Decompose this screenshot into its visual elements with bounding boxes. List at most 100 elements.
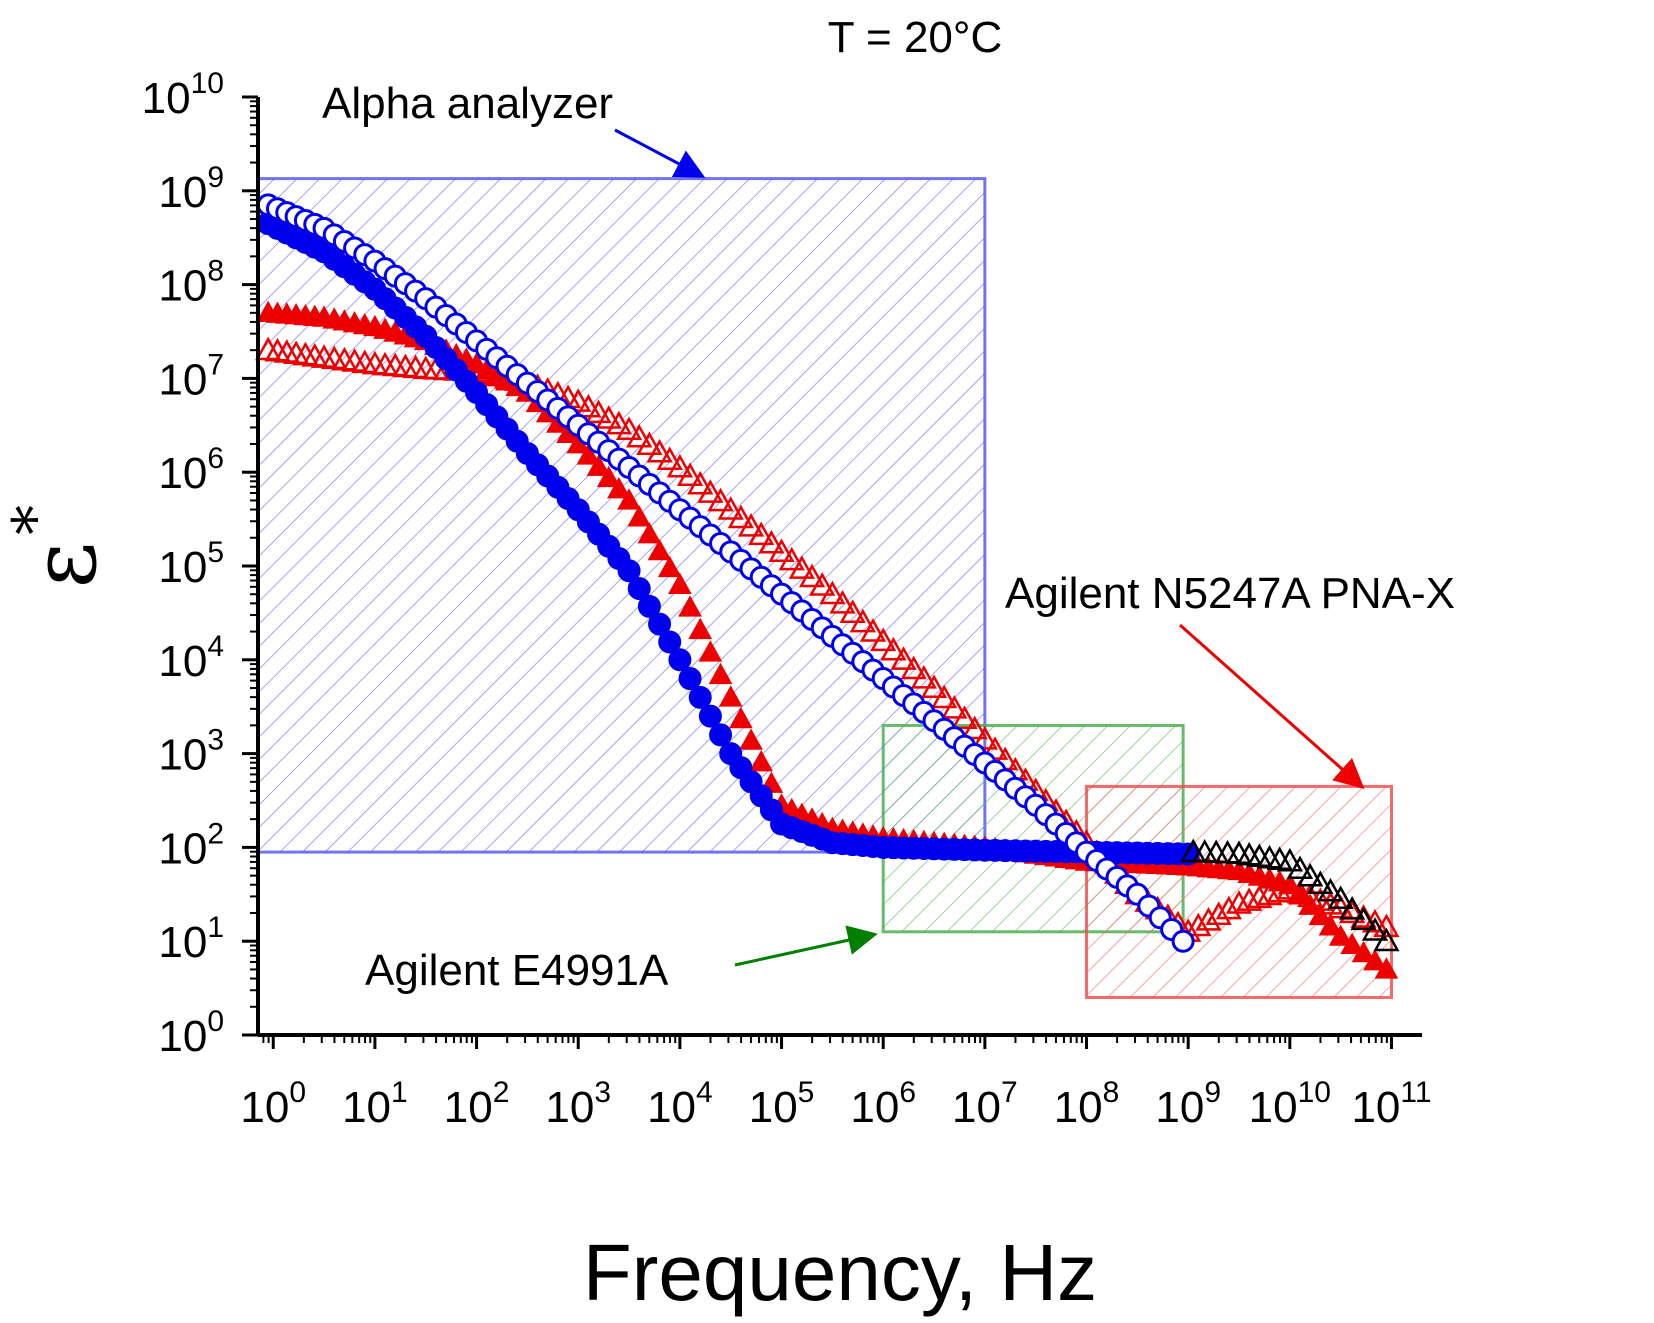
data-point [637,522,662,544]
data-point [688,617,713,640]
data-point [707,487,734,512]
data-point [951,705,978,729]
data-point [627,505,652,527]
data-point [819,580,846,605]
series-black-open-triangles [1180,838,1400,952]
series-blue-filled-circles [256,212,1200,866]
data-point [1327,885,1354,910]
data-point [849,608,876,633]
data-point [626,423,653,448]
y-tick-label: 107 [158,348,224,404]
data-point [788,555,816,579]
annotation-alpha-analyzer: Alpha analyzer [322,79,613,128]
data-point [709,723,733,747]
data-point [657,555,682,578]
tick-labels: 100 101 102 103 104 105 106 107 108 109 1010 1011 10… [142,67,1432,1132]
data-point [637,594,661,618]
data-point [1317,877,1344,902]
data-point [1374,957,1399,979]
data-point [1328,924,1353,946]
data-point [778,546,805,571]
data-point [920,674,948,698]
data-point [749,750,774,772]
data-point [676,462,704,487]
data-point [1205,901,1232,925]
x-tick-label: 103 [545,1076,611,1132]
data-point [1373,913,1400,938]
data-point [666,453,694,478]
y-tick-label: 109 [158,161,224,217]
data-point [636,431,663,456]
data-point [1373,927,1400,952]
y-axis-label-symbol: ε [12,542,117,589]
axes [242,95,1422,1049]
y-tick-label: 101 [158,911,224,967]
data-point [1256,881,1283,906]
data-point [1363,949,1387,971]
data-point [596,465,621,488]
data-point [617,559,641,583]
data-point [565,388,592,412]
data-point [717,496,744,520]
x-tick-label: 102 [444,1076,510,1132]
data-point [708,662,733,685]
data-point [798,563,826,588]
data-point [1286,855,1314,880]
data-point [678,595,702,617]
data-point [1350,906,1377,931]
chart-title: T = 20°C [828,13,1003,62]
data-point [595,405,622,429]
data-point [1236,887,1263,911]
x-tick-label: 108 [1054,1076,1120,1132]
data-point [1307,870,1334,895]
data-point [1185,912,1212,937]
data-point [1225,890,1253,914]
data-point [870,627,897,652]
data-point [668,648,692,672]
data-point [737,513,765,537]
data-point [627,577,651,601]
data-point [1318,914,1343,936]
data-point [1297,862,1324,887]
data-point [910,664,937,689]
x-tick-label: 101 [342,1076,408,1132]
data-point [575,393,602,418]
data-point [586,454,611,476]
data-point [758,529,785,554]
data-point [859,618,887,642]
x-tick-label: 1010 [1249,1076,1331,1132]
data-point [1266,878,1293,903]
x-tick-label: 1011 [1351,1076,1431,1132]
data-point [900,655,927,680]
y-tick-label: 108 [158,255,224,311]
data-point [941,695,968,719]
x-axis-label: Frequency, Hz [583,1228,1097,1317]
data-point [1340,932,1364,955]
data-point [880,636,907,661]
data-point [931,684,958,709]
arrow-agilent-pna-x [1179,623,1365,789]
x-tick-label: 107 [952,1076,1018,1132]
data-point [688,685,712,709]
y-tick-label: 104 [158,630,224,686]
data-point [718,685,743,707]
data-point [961,715,988,740]
data-point [1246,884,1273,909]
data-point [698,704,722,728]
y-tick-label: 100 [158,1005,224,1061]
series-blue-open-circles [256,193,1195,953]
data-point [697,479,724,503]
data-point [727,504,755,529]
data-point [698,640,723,662]
data-point [839,599,866,623]
arrow-agilent-e4991a [734,925,878,967]
data-point [1338,899,1366,924]
x-tick-label: 104 [647,1076,713,1132]
y-axis-label-superscript: * [0,505,70,535]
data-point [1308,903,1333,926]
y-axis-label: ε * [0,505,117,588]
x-tick-label: 105 [749,1076,815,1132]
data-series [255,193,1400,979]
data-point [829,589,856,614]
